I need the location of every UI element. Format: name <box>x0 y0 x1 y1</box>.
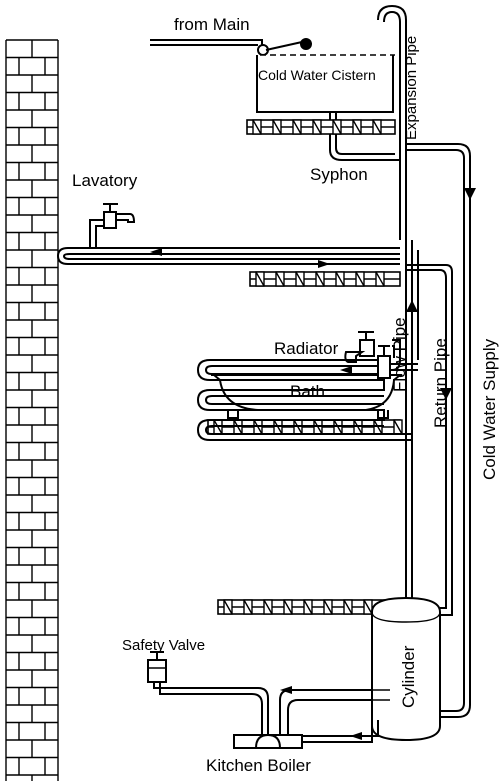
label-kitchen-boiler: Kitchen Boiler <box>206 756 311 775</box>
safety-valve <box>147 651 167 683</box>
label-cold-water-supply: Cold Water Supply <box>480 338 499 480</box>
label-bath: Bath <box>290 382 325 401</box>
label-cold-water-cistern: Cold Water Cistern <box>258 67 376 83</box>
expansion-pipe <box>377 4 407 740</box>
label-expansion-pipe: Expansion Pipe <box>403 36 420 140</box>
cold-water-cistern <box>150 38 401 161</box>
lavatory-loop <box>56 203 400 265</box>
label-safety-valve: Safety Valve <box>122 637 205 654</box>
cylinder <box>371 596 441 742</box>
kitchen-boiler <box>153 682 379 749</box>
label-from-main: from Main <box>174 15 250 34</box>
label-flow-pipe: Flow Pipe <box>390 317 409 392</box>
label-radiator: Radiator <box>274 339 339 358</box>
label-syphon: Syphon <box>310 165 368 184</box>
cold-water-supply-pipe <box>406 143 471 718</box>
radiator <box>196 345 418 441</box>
label-cylinder: Cylinder <box>399 645 418 708</box>
brick-wall <box>5 39 59 781</box>
label-lavatory: Lavatory <box>72 171 138 190</box>
label-return-pipe: Return Pipe <box>431 338 450 428</box>
flow-arrows <box>150 188 476 740</box>
return-pipe <box>406 250 453 616</box>
floor-joists-1 <box>249 271 401 287</box>
cistern-shelf <box>246 119 396 135</box>
floor-joists-3 <box>217 599 401 615</box>
